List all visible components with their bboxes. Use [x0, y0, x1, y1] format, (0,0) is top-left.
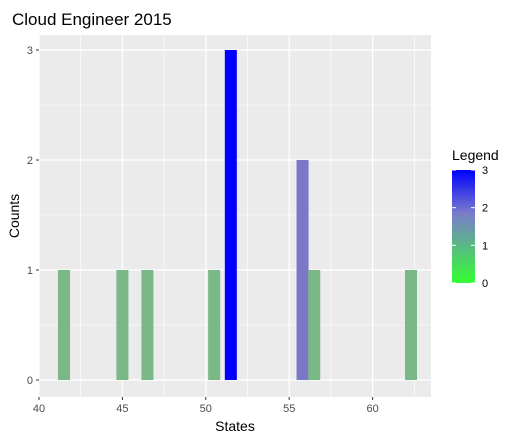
legend-ticks: 0 1 2 3 [452, 165, 488, 290]
x-tick-label: 40 [33, 403, 45, 415]
bars [58, 50, 417, 380]
x-tick-label: 55 [283, 403, 295, 415]
legend-tick-label: 3 [482, 165, 488, 177]
x-tick-label: 50 [200, 403, 212, 415]
y-tick-label: 2 [27, 155, 33, 167]
legend-tick-label: 1 [482, 240, 488, 252]
x-tick-label: 60 [366, 403, 378, 415]
y-axis-label: Counts [6, 194, 22, 238]
bar [58, 270, 71, 380]
x-axis-label: States [215, 418, 255, 434]
bar [224, 50, 237, 380]
y-tick-label: 1 [27, 265, 33, 277]
bar [116, 270, 129, 380]
y-axis: 0 1 2 3 [27, 45, 39, 387]
bar [404, 270, 417, 380]
bar [296, 160, 309, 380]
legend-tick-label: 0 [482, 278, 488, 290]
bar [308, 270, 321, 380]
y-tick-label: 0 [27, 375, 33, 387]
chart-title: Cloud Engineer 2015 [12, 10, 172, 29]
legend-title: Legend [452, 147, 499, 163]
legend-colorbar [452, 170, 475, 283]
y-tick-label: 3 [27, 45, 33, 57]
bar [141, 270, 154, 380]
legend: Legend 0 1 2 3 [452, 147, 499, 290]
x-axis: 40 45 50 55 60 [33, 397, 379, 415]
bar [208, 270, 221, 380]
x-tick-label: 45 [116, 403, 128, 415]
legend-tick-label: 2 [482, 203, 488, 215]
